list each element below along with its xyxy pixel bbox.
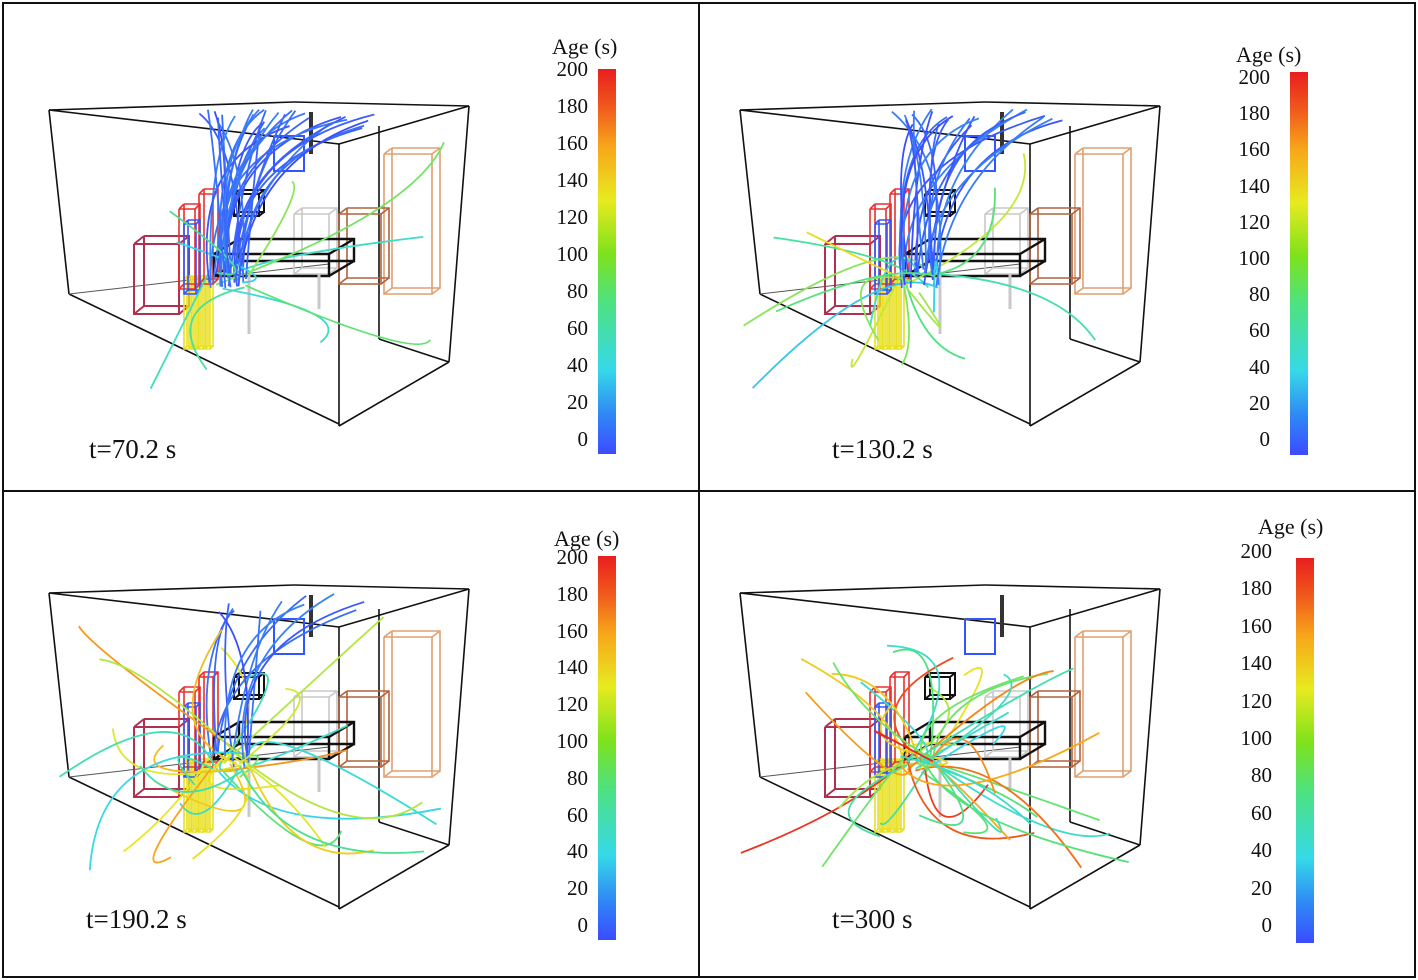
colorbar-tick-label: 0 [1261, 913, 1273, 937]
colorbar-tick-label: 0 [577, 427, 589, 451]
colorbar-tick-label: 180 [1240, 576, 1273, 601]
colorbar-tick-label: 60 [567, 802, 588, 827]
colorbar-tick-label: 80 [1249, 282, 1270, 307]
colorbar-tick-label: 0 [577, 913, 589, 937]
colorbar-tick-label: 180 [1238, 101, 1271, 126]
colorbar-tick-label: 160 [1238, 137, 1271, 162]
colorbar-tick-label: 0 [1259, 427, 1271, 451]
colorbar-tick-label: 160 [556, 618, 589, 643]
colorbar-tick-label: 40 [567, 353, 588, 377]
colorbar-tick-label: 60 [567, 316, 588, 340]
panel-t70: t=70.2 s Age (s) 200 180 160 140 120 100 80 60 4… [2, 2, 700, 492]
colorbar-tick-label: 200 [1238, 65, 1271, 89]
time-label: t=130.2 s [832, 434, 933, 464]
colorbar-title: Age (s) [1236, 42, 1302, 67]
colorbar-tick-label: 60 [1249, 318, 1270, 343]
colorbar-tick-label: 100 [1240, 726, 1273, 750]
colorbar-tick-label: 160 [1240, 613, 1273, 638]
colorbar-gradient [1290, 72, 1308, 455]
room-scene [739, 101, 1161, 427]
colorbar-tick-label: 120 [556, 205, 589, 229]
colorbar-title: Age (s) [554, 526, 620, 551]
colorbar-tick-label: 120 [1240, 688, 1273, 713]
colorbar-tick-label: 80 [567, 279, 588, 303]
room-scene [48, 584, 470, 910]
time-label: t=70.2 s [89, 434, 177, 464]
colorbar-tick-label: 100 [556, 729, 589, 753]
colorbar-tick-label: 120 [556, 692, 589, 717]
colorbar-tick-label: 40 [1249, 354, 1270, 379]
colorbar-tick-label: 140 [556, 168, 589, 192]
colorbar-tick-label: 180 [556, 94, 589, 118]
room-scene [48, 101, 470, 427]
colorbar-tick-label: 40 [567, 839, 588, 864]
colorbar-tick-label: 140 [1240, 651, 1273, 676]
colorbar-tick-label: 80 [567, 765, 588, 790]
colorbar-title: Age (s) [1258, 514, 1324, 539]
colorbar-tick-label: 140 [556, 655, 589, 680]
colorbar-tick-label: 140 [1238, 173, 1271, 198]
colorbar-tick-label: 200 [556, 57, 589, 81]
colorbar-tick-label: 20 [1251, 875, 1272, 900]
panel-t190: t=190.2 s Age (s) 200 180 160 140 120 100 80 60… [2, 490, 700, 978]
colorbar-tick-label: 20 [567, 390, 588, 414]
time-label: t=300 s [832, 904, 913, 934]
colorbar-gradient [1296, 558, 1314, 943]
colorbar-tick-label: 200 [556, 545, 589, 569]
colorbar-tick-label: 160 [556, 131, 589, 155]
colorbar-tick-label: 120 [1238, 209, 1271, 234]
colorbar-tick-label: 200 [1240, 539, 1273, 563]
colorbar-tick-label: 80 [1251, 763, 1272, 788]
colorbar-tick-label: 60 [1251, 800, 1272, 825]
colorbar-tick-label: 20 [567, 876, 588, 901]
time-label: t=190.2 s [86, 904, 187, 934]
panel-t300: t=300 s Age (s) 200 180 160 140 120 100 80 60 40… [698, 490, 1416, 978]
colorbar-tick-label: 20 [1249, 390, 1270, 415]
room-scene [739, 584, 1161, 910]
colorbar-gradient [598, 69, 616, 454]
colorbar-tick-label: 100 [1238, 246, 1271, 270]
panel-t130: t=130.2 s Age (s) 200 180 160 140 120 100 80 60… [698, 2, 1416, 492]
colorbar-title: Age (s) [552, 34, 618, 59]
colorbar-gradient [598, 556, 616, 940]
colorbar-tick-label: 40 [1251, 838, 1272, 863]
colorbar-tick-label: 180 [556, 581, 589, 606]
colorbar-tick-label: 100 [556, 242, 589, 266]
